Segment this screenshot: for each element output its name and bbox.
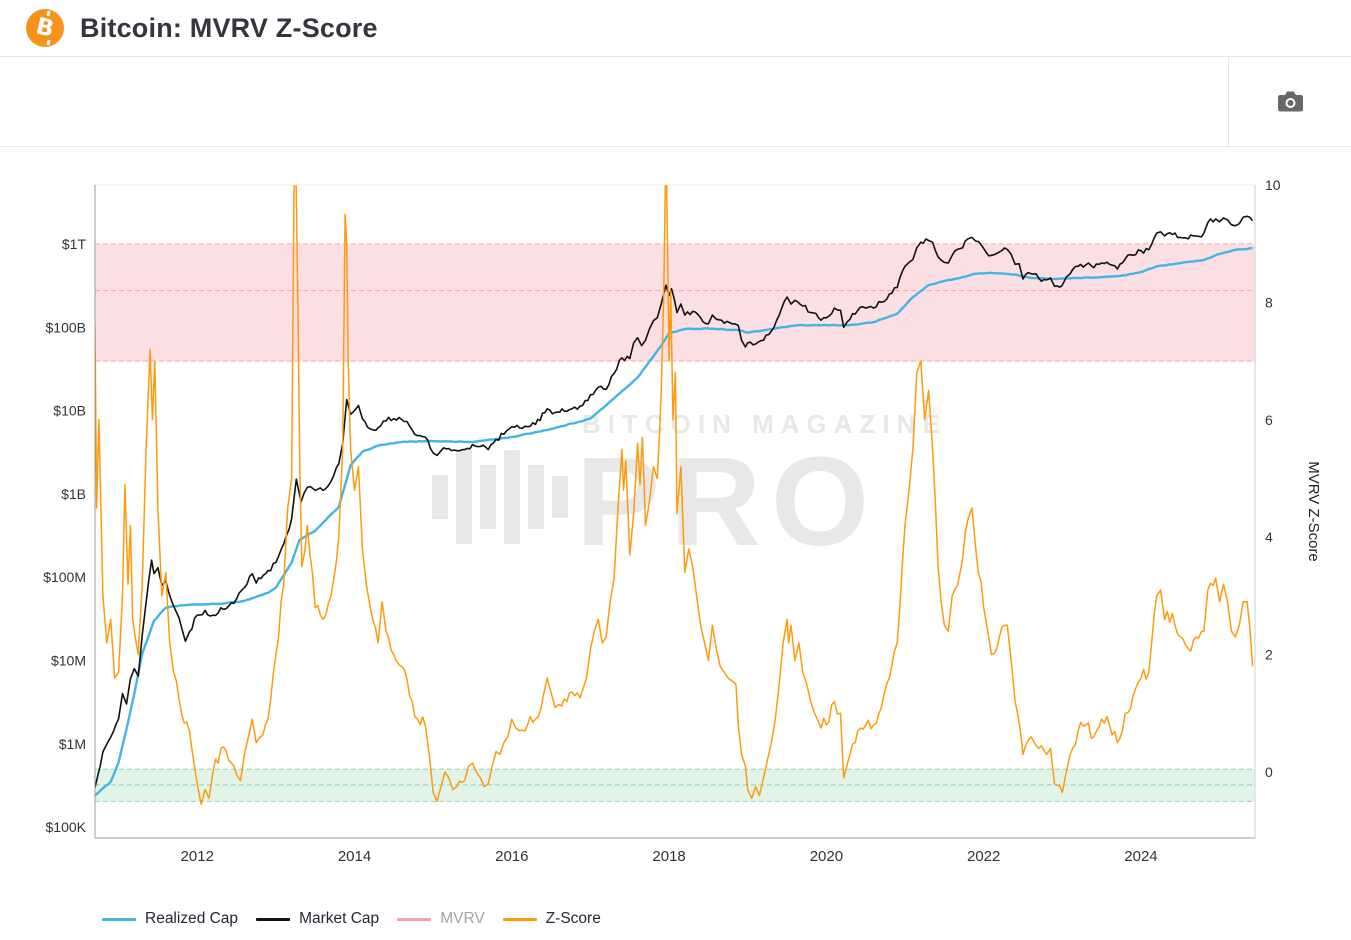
- y-right-tick-label: 0: [1265, 764, 1273, 780]
- legend-swatch: [502, 917, 537, 921]
- legend-label: Realized Cap: [145, 910, 239, 927]
- watermark-text-line2: PRO: [576, 431, 879, 572]
- y-right-tick-label: 4: [1265, 529, 1273, 545]
- camera-icon: [1277, 91, 1303, 112]
- chart-legend: Realized Cap Market Cap MVRV Z-Score: [0, 903, 1351, 935]
- y-left-tick-label: $10B: [53, 403, 86, 419]
- page-header: B Bitcoin: MVRV Z-Score: [0, 0, 1351, 57]
- x-tick-label: 2014: [338, 848, 371, 865]
- watermark-logo-bar: [552, 476, 568, 518]
- y-right-axis-title: MVRV Z-Score: [1305, 461, 1322, 562]
- y-left-tick-label: $100M: [43, 569, 86, 585]
- legend-swatch: [256, 917, 291, 921]
- series-lines: [95, 185, 1254, 806]
- legend-item-realized-cap[interactable]: Realized Cap: [102, 910, 238, 928]
- bitcoin-b-glyph: B: [33, 12, 57, 43]
- y-right-tick-label: 10: [1265, 177, 1281, 193]
- legend-swatch: [397, 917, 432, 921]
- watermark-logo-bar: [432, 475, 448, 519]
- bitcoin-logo-tick: [46, 39, 51, 46]
- y-left-tick-label: $10M: [51, 652, 86, 668]
- legend-item-market-cap[interactable]: Market Cap: [256, 910, 379, 928]
- watermark-logo-bar: [528, 465, 544, 529]
- x-tick-label: 2018: [652, 848, 685, 865]
- watermark-logo-bar: [456, 450, 472, 544]
- screenshot-button[interactable]: [1228, 57, 1351, 146]
- toolbar-main: [0, 57, 1228, 146]
- legend-item-mvrv[interactable]: MVRV: [397, 910, 485, 928]
- x-tick-label: 2024: [1124, 848, 1157, 865]
- watermark-logo-bar: [504, 450, 520, 544]
- x-tick-label: 2022: [967, 848, 1000, 865]
- threshold-bands: [95, 243, 1255, 802]
- watermark-reg-mark: ®: [930, 403, 940, 418]
- watermark-logo-bar: [480, 465, 496, 529]
- y-right-tick-label: 8: [1265, 294, 1273, 310]
- x-tick-label: 2012: [181, 848, 214, 865]
- series-line-z-score: [95, 185, 1254, 806]
- bitcoin-logo-icon: B: [26, 9, 64, 47]
- legend-item-z-score[interactable]: Z-Score: [502, 910, 601, 928]
- x-tick-label: 2020: [810, 848, 843, 865]
- mvrv-zscore-chart[interactable]: BITCOIN MAGAZINE® PRO $1T $100B $10B $1B $100M…: [0, 147, 1351, 877]
- y-left-tick-label: $100K: [46, 819, 87, 835]
- legend-label: Market Cap: [299, 910, 380, 927]
- y-left-tick-label: $1T: [62, 236, 87, 252]
- watermark: BITCOIN MAGAZINE® PRO: [432, 403, 947, 572]
- x-tick-label: 2016: [495, 848, 528, 865]
- y-right-tick-label: 6: [1265, 412, 1273, 428]
- legend-swatch: [102, 917, 136, 921]
- page-title: Bitcoin: MVRV Z-Score: [80, 12, 378, 43]
- chart-container: BITCOIN MAGAZINE ® PRO $1T $100B $10B $1B $100M…: [0, 147, 1351, 877]
- toolbar: [0, 57, 1351, 147]
- y-left-tick-label: $1M: [59, 736, 86, 752]
- y-left-tick-label: $1B: [61, 486, 86, 502]
- y-right-tick-label: 2: [1265, 647, 1273, 663]
- legend-label: MVRV: [440, 910, 485, 927]
- y-left-tick-label: $100B: [46, 319, 86, 335]
- watermark-text-line1: BITCOIN MAGAZINE: [582, 409, 947, 439]
- legend-label: Z-Score: [545, 910, 601, 927]
